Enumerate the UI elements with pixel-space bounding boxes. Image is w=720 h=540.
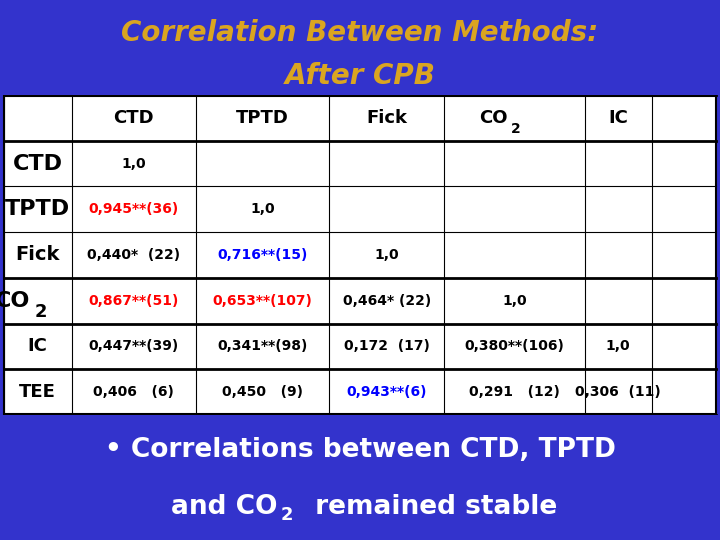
Text: CO: CO (0, 291, 30, 310)
Text: 1,0: 1,0 (374, 248, 399, 262)
Text: 2: 2 (35, 303, 47, 321)
Text: 1,0: 1,0 (250, 202, 275, 217)
Text: Fick: Fick (16, 246, 60, 265)
Text: 2: 2 (511, 122, 521, 136)
Text: 0,716**(15): 0,716**(15) (217, 248, 307, 262)
Text: 0,406   (6): 0,406 (6) (94, 385, 174, 399)
Text: CTD: CTD (13, 153, 63, 173)
Text: IC: IC (608, 109, 628, 127)
Text: 0,653**(107): 0,653**(107) (212, 294, 312, 308)
Text: TPTD: TPTD (236, 109, 289, 127)
Text: 0,450   (9): 0,450 (9) (222, 385, 303, 399)
Text: 2: 2 (281, 506, 293, 524)
Text: 0,380**(106): 0,380**(106) (464, 340, 564, 353)
Text: Correlation Between Methods:: Correlation Between Methods: (122, 19, 598, 47)
Text: 0,440*  (22): 0,440* (22) (87, 248, 181, 262)
Text: CTD: CTD (114, 109, 154, 127)
Text: 1,0: 1,0 (502, 294, 527, 308)
Text: 0,464* (22): 0,464* (22) (343, 294, 431, 308)
Text: remained stable: remained stable (306, 495, 557, 521)
Text: 0,945**(36): 0,945**(36) (89, 202, 179, 217)
Text: IC: IC (28, 338, 48, 355)
Text: CO: CO (479, 109, 507, 127)
Text: 0,291   (12): 0,291 (12) (469, 385, 560, 399)
Text: 0,341**(98): 0,341**(98) (217, 340, 307, 353)
Text: TEE: TEE (19, 383, 56, 401)
Text: 1,0: 1,0 (122, 157, 146, 171)
Text: 1,0: 1,0 (606, 340, 631, 353)
Text: and CO: and CO (171, 495, 277, 521)
Text: 0,943**(6): 0,943**(6) (346, 385, 427, 399)
Text: 0,172  (17): 0,172 (17) (343, 340, 430, 353)
Text: • Correlations between CTD, TPTD: • Correlations between CTD, TPTD (104, 437, 616, 463)
Text: After CPB: After CPB (284, 62, 436, 90)
Text: 0,306  (11): 0,306 (11) (575, 385, 661, 399)
Text: Fick: Fick (366, 109, 407, 127)
Text: 0,867**(51): 0,867**(51) (89, 294, 179, 308)
Text: 0,447**(39): 0,447**(39) (89, 340, 179, 353)
Text: TPTD: TPTD (5, 199, 71, 219)
